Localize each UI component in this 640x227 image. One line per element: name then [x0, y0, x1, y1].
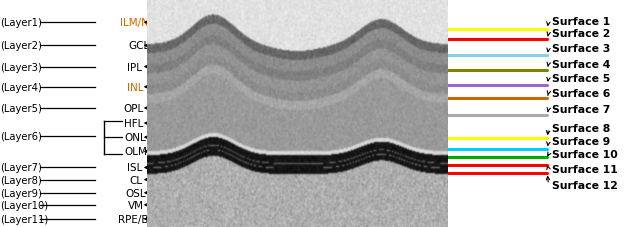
- Text: Surface 7: Surface 7: [552, 104, 610, 114]
- Text: OSL: OSL: [125, 188, 146, 198]
- Text: (Layer2): (Layer2): [0, 41, 42, 51]
- Text: ONL: ONL: [124, 133, 146, 143]
- Text: (Layer3): (Layer3): [0, 62, 42, 72]
- Text: Surface 6: Surface 6: [552, 89, 610, 98]
- Text: Surface 12: Surface 12: [552, 180, 618, 190]
- Text: Surface 2: Surface 2: [552, 29, 610, 39]
- Text: Surface 4: Surface 4: [552, 59, 610, 69]
- Text: (Layer11): (Layer11): [0, 214, 48, 224]
- Text: OPL: OPL: [123, 104, 143, 114]
- Text: Surface 5: Surface 5: [552, 73, 610, 83]
- Text: Surface 9: Surface 9: [552, 137, 610, 147]
- Text: VM: VM: [128, 200, 144, 210]
- Text: HFL: HFL: [124, 118, 143, 128]
- Text: (Layer5): (Layer5): [0, 104, 42, 114]
- Text: Surface 11: Surface 11: [552, 165, 618, 175]
- Text: RPE/BM: RPE/BM: [118, 214, 158, 224]
- Text: Surface 1: Surface 1: [552, 17, 610, 27]
- Text: ISL: ISL: [127, 163, 142, 173]
- Text: INL: INL: [127, 82, 143, 92]
- Text: (Layer7): (Layer7): [0, 163, 42, 173]
- Text: ILM/NFL: ILM/NFL: [120, 18, 161, 28]
- Text: (Layer6): (Layer6): [0, 132, 42, 142]
- Text: (Layer4): (Layer4): [0, 82, 42, 92]
- Text: (Layer10): (Layer10): [0, 200, 48, 210]
- Text: Surface 10: Surface 10: [552, 150, 618, 160]
- Text: (Layer9): (Layer9): [0, 188, 42, 198]
- Text: (Layer1): (Layer1): [0, 18, 42, 28]
- Text: Surface 8: Surface 8: [552, 123, 610, 133]
- Text: (Layer8): (Layer8): [0, 175, 42, 185]
- Text: CL: CL: [129, 175, 143, 185]
- Text: Surface 3: Surface 3: [552, 44, 610, 54]
- Text: IPL: IPL: [127, 62, 141, 72]
- Text: OLM: OLM: [124, 147, 147, 157]
- Text: GCL: GCL: [128, 41, 149, 51]
